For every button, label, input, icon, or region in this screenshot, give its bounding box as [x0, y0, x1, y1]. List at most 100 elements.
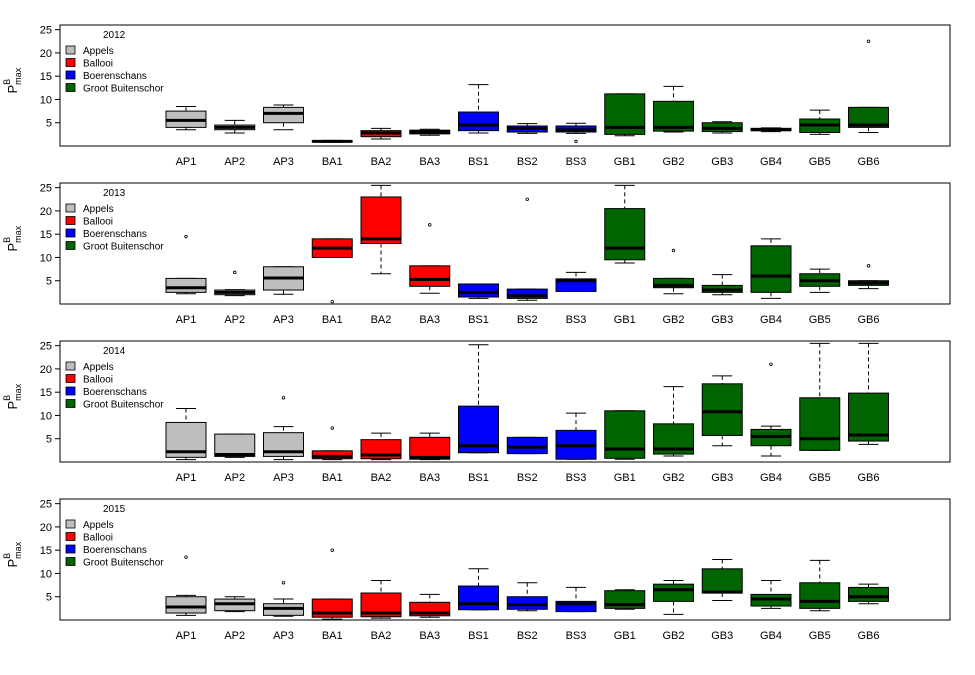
y-tick-label: 10 — [40, 568, 52, 580]
box-body — [360, 196, 402, 244]
legend-swatch — [65, 216, 76, 225]
y-tick-label: 15 — [40, 229, 52, 241]
legend-swatch — [65, 399, 76, 408]
box-BA2 — [360, 432, 402, 461]
plot-frame — [59, 498, 951, 621]
legend-label: Appels — [83, 362, 114, 373]
plot-frame — [59, 340, 951, 463]
outlier-point — [330, 299, 334, 304]
box-GB5 — [799, 109, 841, 135]
x-tick-label: BS1 — [468, 156, 489, 168]
box-BS1 — [458, 283, 499, 299]
box-body — [848, 106, 889, 128]
plot-frame — [59, 24, 951, 147]
box-body — [458, 585, 499, 611]
y-tick-label: 5 — [46, 434, 52, 446]
y-tick-label: 25 — [40, 25, 52, 37]
x-tick-label: GB4 — [760, 156, 782, 168]
x-tick-label: AP2 — [224, 630, 245, 642]
y-tick-label: 20 — [40, 206, 52, 218]
box-body — [165, 277, 207, 293]
box-GB1 — [604, 184, 646, 264]
x-tick-label: BA2 — [371, 314, 392, 326]
box-BA3 — [409, 128, 451, 136]
x-tick-label: AP3 — [273, 630, 294, 642]
box-GB2 — [653, 248, 694, 295]
legend-swatch — [65, 70, 76, 80]
box-GB5 — [799, 342, 841, 451]
box-GB1 — [604, 589, 646, 610]
box-GB3 — [701, 121, 743, 134]
box-AP2 — [214, 596, 256, 613]
box-body — [458, 111, 499, 132]
box-BS3 — [555, 122, 597, 144]
box-AP2 — [214, 119, 256, 134]
outlier-point — [428, 223, 432, 227]
panel-title: 2012 — [103, 30, 126, 41]
x-tick-label: BA2 — [371, 156, 392, 168]
box-body — [311, 450, 353, 460]
y-tick-label: 10 — [40, 410, 52, 422]
legend-label: Appels — [83, 204, 114, 215]
x-tick-label: BS2 — [517, 156, 538, 168]
x-tick-label: GB3 — [711, 314, 733, 326]
outlier-point — [866, 39, 871, 43]
box-BA1 — [311, 238, 353, 304]
panel-2012: 5 10 15 20 25 PBmax 2012 Appels BallooiBoerensch… — [2, 24, 951, 168]
legend-label: Boerenschans — [83, 545, 147, 556]
x-tick-label: GB2 — [662, 156, 684, 168]
legend-label: Groot Buitenschor — [83, 558, 164, 569]
box-body — [409, 436, 451, 460]
box-GB5 — [799, 268, 841, 293]
y-axis-label: PBmax — [2, 541, 23, 567]
x-tick-label: GB2 — [662, 314, 684, 326]
box-GB4 — [750, 127, 792, 133]
x-tick-label: BA3 — [419, 156, 440, 168]
x-tick-label: BS1 — [468, 472, 489, 484]
x-tick-label: BA1 — [322, 156, 343, 168]
legend-swatch — [65, 532, 76, 541]
legend-label: Boerenschans — [83, 229, 147, 240]
x-tick-label: GB3 — [711, 630, 733, 642]
x-tick-label: AP3 — [273, 472, 294, 484]
box-body — [799, 397, 841, 451]
x-tick-label: BA2 — [371, 472, 392, 484]
x-tick-label: AP1 — [176, 156, 197, 168]
box-BS2 — [506, 123, 548, 134]
x-tick-label: AP1 — [176, 472, 197, 484]
box-GB2 — [653, 386, 694, 457]
box-body — [165, 596, 207, 614]
legend-label: Ballooi — [83, 375, 113, 386]
x-tick-label: GB5 — [809, 472, 831, 484]
box-body — [701, 383, 743, 436]
box-BS3 — [555, 586, 597, 613]
box-GB6 — [848, 264, 889, 290]
x-tick-label: GB3 — [711, 156, 733, 168]
x-tick-label: BS3 — [566, 630, 587, 642]
x-tick-label: GB1 — [614, 314, 636, 326]
legend-swatch — [65, 45, 76, 55]
box-GB6 — [848, 342, 889, 445]
x-tick-label: BA3 — [419, 314, 440, 326]
box-body — [604, 208, 646, 261]
box-body — [506, 436, 548, 455]
box-body — [214, 433, 256, 457]
y-tick-label: 15 — [40, 71, 52, 83]
box-AP2 — [214, 433, 256, 458]
box-body — [701, 568, 743, 594]
box-AP3 — [263, 266, 304, 295]
box-BA3 — [409, 432, 451, 461]
x-tick-label: AP2 — [224, 314, 245, 326]
outlier-point — [184, 234, 188, 239]
box-body — [653, 583, 694, 602]
legend-swatch — [65, 386, 76, 396]
box-BS2 — [506, 582, 548, 612]
box-AP3 — [263, 581, 304, 617]
box-BS1 — [458, 344, 499, 454]
box-BA3 — [409, 593, 451, 618]
box-BS2 — [506, 197, 548, 301]
box-body — [848, 392, 889, 442]
y-tick-label: 20 — [40, 48, 52, 60]
legend-label: Boerenschans — [83, 387, 147, 398]
